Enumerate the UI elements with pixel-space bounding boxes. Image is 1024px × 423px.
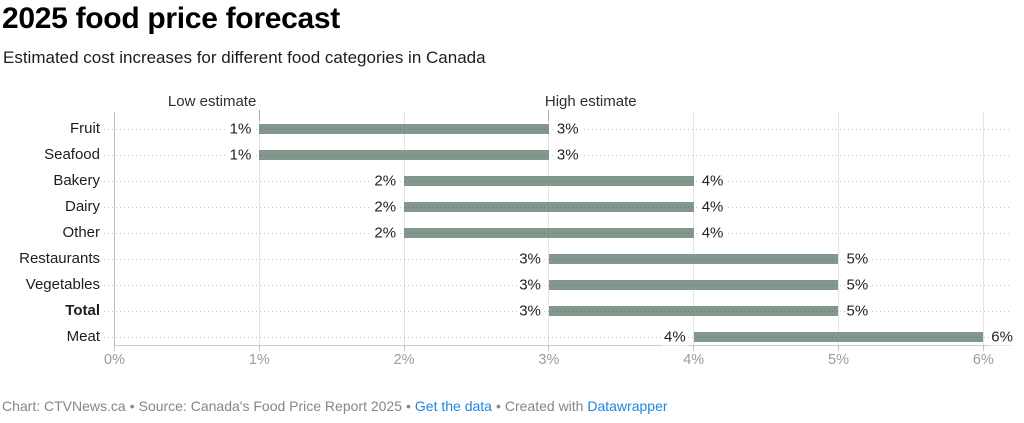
x-axis-tick <box>403 345 405 351</box>
range-bar[interactable] <box>259 124 549 134</box>
high-value-label: 5% <box>844 276 871 294</box>
category-label: Bakery <box>53 172 100 189</box>
row-leader-line <box>104 285 1011 286</box>
high-value-label: 5% <box>844 302 871 320</box>
x-axis-tick-label: 6% <box>972 352 994 368</box>
footer-source: Source: Canada's Food Price Report 2025 <box>138 398 402 414</box>
footer-separator: • <box>406 398 411 414</box>
column-header-tick <box>258 110 260 121</box>
low-value-label: 2% <box>372 198 399 216</box>
x-axis-baseline <box>114 345 1011 346</box>
high-value-label: 6% <box>989 328 1015 346</box>
footer-created-with: Created with <box>504 398 584 414</box>
y-axis-line <box>114 112 115 345</box>
row-leader-line <box>104 311 1011 312</box>
x-axis-tick <box>838 345 839 351</box>
high-value-label: 4% <box>699 224 726 242</box>
x-axis-tick <box>258 345 260 351</box>
chart-title: 2025 food price forecast <box>2 2 340 35</box>
column-header-high-estimate: High estimate <box>544 93 637 110</box>
high-value-label: 4% <box>699 198 726 216</box>
x-axis-tick <box>982 345 984 351</box>
category-label: Meat <box>66 328 100 345</box>
datawrapper-link[interactable]: Datawrapper <box>587 398 668 414</box>
high-value-label: 3% <box>554 146 581 164</box>
category-label: Dairy <box>64 198 100 215</box>
range-bar[interactable] <box>548 306 839 316</box>
high-value-label: 4% <box>699 172 726 190</box>
gridline <box>982 112 984 345</box>
x-axis-tick-label: 1% <box>248 352 270 368</box>
gridline <box>838 112 839 345</box>
column-header-low-estimate: Low estimate <box>167 93 257 110</box>
x-axis-tick-label: 5% <box>828 352 849 368</box>
category-label: Vegetables <box>25 276 100 293</box>
category-label: Total <box>65 302 100 319</box>
row-leader-line <box>104 207 1011 208</box>
x-axis-tick-label: 0% <box>104 352 125 368</box>
category-label: Restaurants <box>19 250 100 267</box>
range-bar[interactable] <box>404 228 694 238</box>
chart-subtitle: Estimated cost increases for different f… <box>3 48 486 67</box>
row-leader-line <box>104 181 1011 182</box>
low-value-label: 3% <box>517 302 543 320</box>
high-value-label: 3% <box>554 120 581 138</box>
range-bar[interactable] <box>693 332 984 342</box>
x-axis-tick <box>548 345 550 351</box>
range-bar[interactable] <box>259 150 549 160</box>
footer-credit: Chart: CTVNews.ca <box>2 398 126 414</box>
range-bar[interactable] <box>548 254 839 264</box>
low-value-label: 3% <box>517 276 543 294</box>
x-axis-tick-label: 4% <box>683 352 705 368</box>
low-value-label: 3% <box>517 250 543 268</box>
high-value-label: 5% <box>844 250 871 268</box>
x-axis-tick-label: 2% <box>393 352 415 368</box>
low-value-label: 2% <box>372 172 399 190</box>
row-leader-line <box>104 233 1011 234</box>
x-axis-tick-label: 3% <box>538 352 560 368</box>
footer-separator: • <box>495 398 501 414</box>
chart-footer: Chart: CTVNews.ca • Source: Canada's Food … <box>2 398 668 414</box>
low-value-label: 1% <box>227 120 254 138</box>
row-leader-line <box>104 259 1011 260</box>
category-label: Other <box>62 224 100 241</box>
x-axis-tick <box>693 345 695 351</box>
category-label: Seafood <box>44 146 100 163</box>
get-the-data-link[interactable]: Get the data <box>414 398 492 414</box>
range-bar[interactable] <box>404 176 694 186</box>
footer-separator: • <box>129 398 135 414</box>
gridline <box>693 112 695 345</box>
range-bar[interactable] <box>548 280 839 290</box>
low-value-label: 2% <box>372 224 399 242</box>
gridline <box>258 112 260 345</box>
low-value-label: 1% <box>227 146 254 164</box>
x-axis-tick <box>114 345 115 351</box>
range-bar[interactable] <box>404 202 694 212</box>
low-value-label: 4% <box>662 328 688 346</box>
row-leader-line <box>104 337 1011 338</box>
category-label: Fruit <box>70 120 100 137</box>
column-header-tick <box>548 110 550 121</box>
